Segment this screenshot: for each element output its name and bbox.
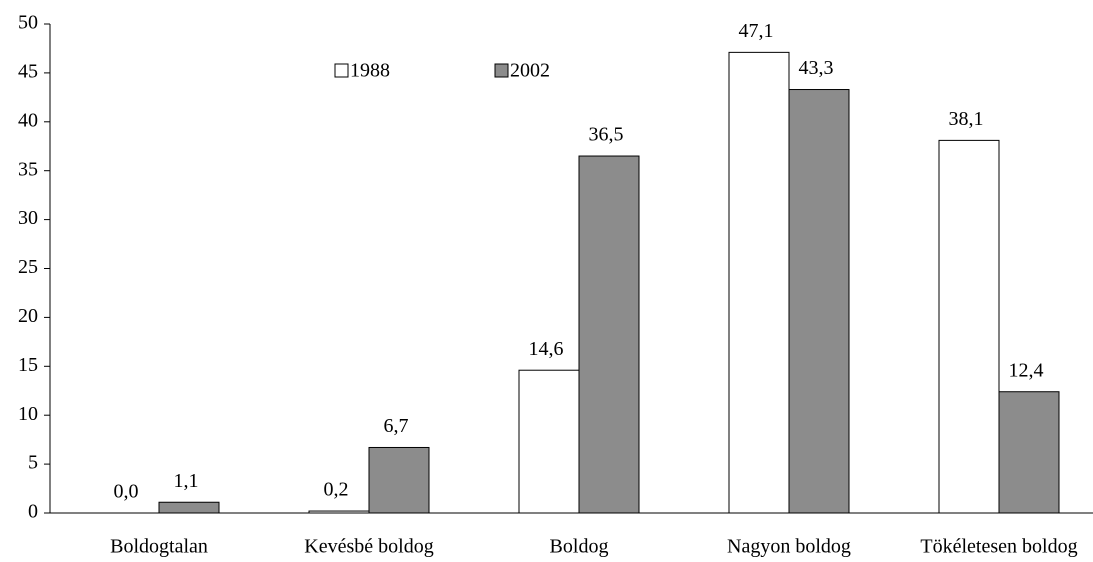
value-label: 0,0 [114,481,139,503]
legend-swatch [494,63,509,78]
y-tick-label: 45 [18,60,38,82]
legend-label: 1988 [350,60,390,82]
bar [938,139,1000,514]
y-tick-label: 40 [18,109,38,131]
bar [158,501,220,514]
legend-swatch [334,63,349,78]
bar [788,89,850,514]
x-tick-label: Boldogtalan [110,536,208,558]
value-label: 38,1 [949,108,984,130]
x-tick-label: Nagyon boldog [727,536,851,558]
x-tick-label: Kevésbé boldog [304,536,433,558]
bar [368,446,430,514]
bar [998,391,1060,514]
bar [518,369,580,514]
bar [728,51,790,514]
y-tick-label: 25 [18,256,38,278]
value-label: 12,4 [1009,359,1044,381]
y-tick-label: 10 [18,403,38,425]
value-label: 0,2 [324,479,349,501]
value-label: 6,7 [384,415,409,437]
y-tick-label: 15 [18,354,38,376]
value-label: 47,1 [739,20,774,42]
y-tick-label: 0 [28,501,38,523]
value-label: 36,5 [589,124,624,146]
y-tick-label: 30 [18,207,38,229]
x-tick-label: Tökéletesen boldog [920,536,1077,558]
y-tick-label: 5 [28,452,38,474]
bar [578,155,640,514]
legend-label: 2002 [510,60,550,82]
x-tick-label: Boldog [550,536,609,558]
bar [308,510,370,514]
y-tick-label: 20 [18,305,38,327]
y-tick-label: 50 [18,12,38,34]
y-tick-label: 35 [18,158,38,180]
value-label: 43,3 [799,57,834,79]
value-label: 14,6 [529,338,564,360]
value-label: 1,1 [174,470,199,492]
